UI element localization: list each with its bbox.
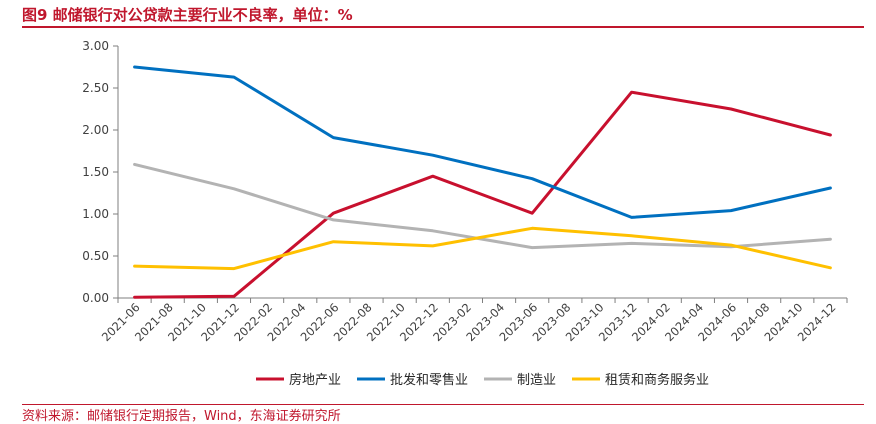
y-tick-label: 0.50 <box>82 249 109 263</box>
y-tick-label: 1.00 <box>82 207 109 221</box>
y-tick-label: 3.00 <box>82 39 109 53</box>
footer-divider <box>22 404 864 405</box>
y-tick-label: 2.50 <box>82 81 109 95</box>
title-divider <box>22 26 864 28</box>
legend: 房地产业 批发和零售业 制造业 租赁和商务服务业 <box>256 372 709 388</box>
y-tick-label: 2.00 <box>82 123 109 137</box>
x-axis: 2021-062021-082021-102021-122022-022022-… <box>99 297 848 344</box>
series-line <box>133 226 832 271</box>
line-chart: 0.00 0.50 1.00 1.50 2.00 2.50 3.00 2021-062021… <box>82 39 848 388</box>
y-axis: 0.00 0.50 1.00 1.50 2.00 2.50 3.00 <box>82 39 119 305</box>
legend-label: 批发和零售业 <box>390 372 468 388</box>
legend-label: 租赁和商务服务业 <box>605 372 709 388</box>
y-tick-label: 0.00 <box>82 291 109 305</box>
series-line <box>133 65 832 219</box>
series-line <box>133 90 832 299</box>
series-lines <box>133 65 832 299</box>
legend-label: 制造业 <box>517 373 556 388</box>
chart-title: 图9 邮储银行对公贷款主要行业不良率，单位：% <box>22 6 353 24</box>
legend-label: 房地产业 <box>289 372 341 388</box>
y-tick-label: 1.50 <box>82 165 109 179</box>
series-line <box>133 162 832 250</box>
